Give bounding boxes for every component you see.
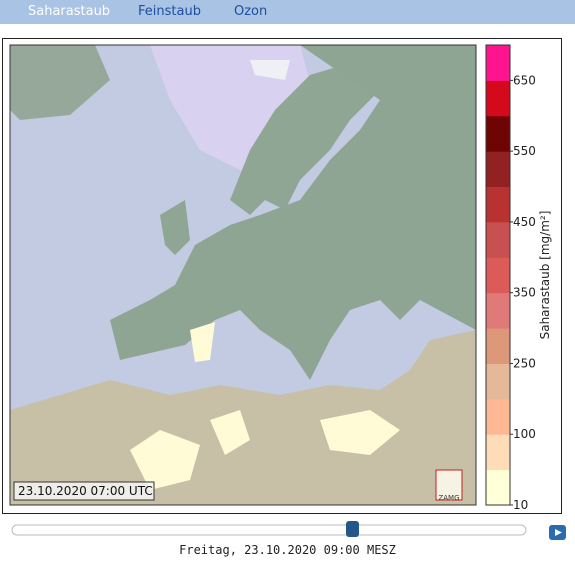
colorbar-segment [486, 434, 510, 471]
colorbar-tick-label: 650 [513, 73, 536, 87]
colorbar-segment [486, 80, 510, 117]
colorbar-tick-label: 550 [513, 144, 536, 158]
time-slider[interactable] [11, 524, 527, 536]
tab[interactable]: Saharastaub [28, 4, 111, 19]
colorbar-segment [486, 186, 510, 223]
land-scandinavia [230, 60, 380, 215]
map-border [9, 44, 477, 506]
land-africa [10, 330, 476, 505]
colorbar-segment [486, 398, 510, 435]
colorbar-tick-label: 100 [513, 427, 536, 441]
snow [250, 60, 290, 80]
colorbar-tick-label: 250 [513, 356, 536, 370]
colorbar: 10 100 250 350 450 550 650 [485, 44, 536, 512]
colorbar-border [485, 44, 511, 506]
land-europe [110, 45, 476, 380]
land-greenland [10, 45, 110, 120]
colorbar-segment [486, 292, 510, 329]
colorbar-segment [486, 328, 510, 364]
logo [435, 469, 463, 501]
colorbar-segment [486, 221, 510, 258]
map: ZAMG [10, 45, 476, 505]
slider-handle[interactable] [346, 521, 359, 537]
colorbar-segment [486, 257, 510, 294]
tab[interactable]: Ozon [234, 4, 268, 19]
colorbar-segment [486, 115, 510, 152]
play-icon [555, 529, 562, 536]
colorbar-segment [486, 45, 510, 81]
colorbar-tick-label: 10 [513, 498, 528, 512]
timestamp: 23.10.2020 07:00 UTC [18, 484, 153, 498]
logo-text: ZAMG [438, 494, 459, 502]
map-view: ZAMG 23.10.2020 07:00 UTC 10 100 250 350 450… [9, 44, 566, 540]
land-britain [160, 200, 190, 255]
map-frame [2, 38, 562, 514]
colorbar-tick-label: 350 [513, 286, 536, 300]
colorbar-segment [486, 469, 510, 506]
tab-bar: Saharastaub Feinstaub Ozon [0, 0, 575, 24]
dust-area [130, 322, 400, 490]
footer-time: Freitag, 23.10.2020 09:00 MESZ [179, 543, 396, 557]
colorbar-segment [486, 151, 510, 188]
colorbar-segment [486, 363, 510, 400]
timestamp-box [13, 481, 155, 501]
colorbar-tick-label: 450 [513, 215, 536, 229]
colorbar-title: Saharastaub [mg/m²] [538, 211, 552, 340]
tab[interactable]: Feinstaub [138, 4, 201, 19]
